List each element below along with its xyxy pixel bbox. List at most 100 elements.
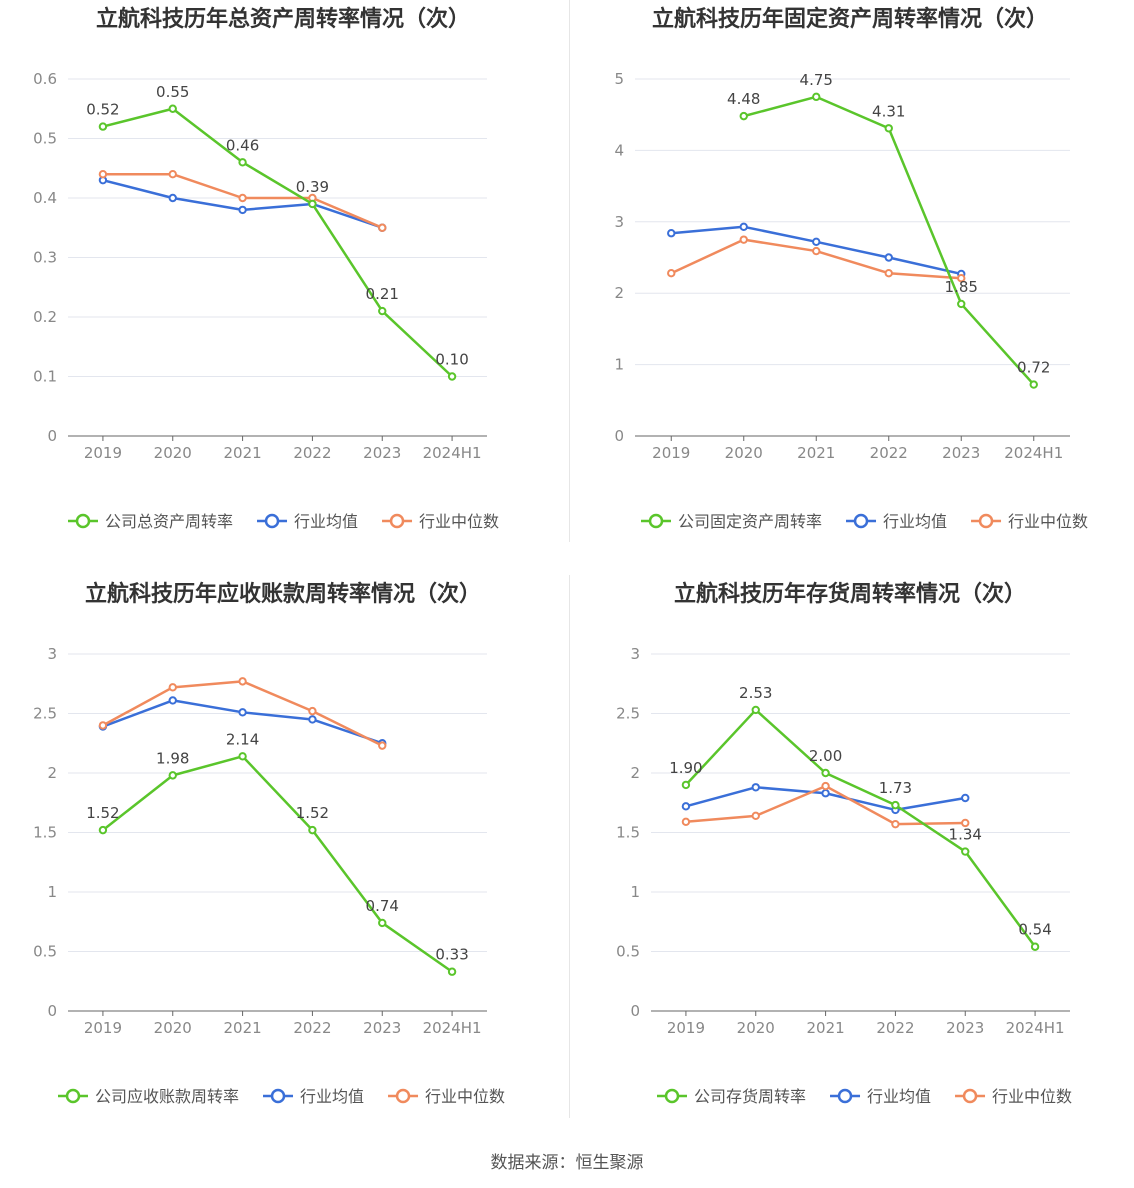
legend-marker bbox=[962, 1088, 978, 1104]
data-point-avg bbox=[168, 193, 177, 203]
legend-marker bbox=[65, 1088, 81, 1104]
data-point-avg bbox=[238, 205, 247, 215]
x-tick-label: 2019 bbox=[84, 1019, 122, 1037]
data-label: 1.98 bbox=[156, 749, 189, 767]
x-tick-label: 2023 bbox=[363, 1019, 401, 1037]
data-point-company bbox=[98, 122, 108, 131]
legend-label: 行业均值 bbox=[294, 512, 358, 531]
data-point-company bbox=[168, 104, 177, 113]
data-point-company bbox=[1029, 380, 1038, 389]
data-point-avg bbox=[667, 229, 676, 238]
chart-panel-inventory-turnover: 立航科技历年存货周转率情况（次） 0 0.5 1 1.5 2 2.5 3 2019 2020 202… bbox=[567, 575, 1134, 1150]
x-tick-label: 2024H1 bbox=[423, 1019, 482, 1037]
y-tick-label: 0 bbox=[47, 427, 57, 445]
chart-panel-receivables-turnover: 立航科技历年应收账款周转率情况（次） 0 0.5 1 1.5 2 2.5 3 2019 2020 2… bbox=[0, 575, 567, 1150]
data-source-note: 数据来源：恒生聚源 bbox=[490, 1153, 644, 1173]
x-tick-label: 2021 bbox=[223, 444, 261, 462]
legend-item-avg[interactable]: 行业均值 bbox=[830, 1087, 931, 1106]
series-line-company bbox=[685, 708, 1037, 948]
legend-item-median[interactable]: 行业中位数 bbox=[382, 512, 499, 531]
data-point-company bbox=[378, 306, 387, 316]
data-label: 0.54 bbox=[1018, 921, 1051, 939]
data-point-company bbox=[957, 299, 966, 309]
data-label: 0.39 bbox=[296, 178, 329, 196]
data-point-median bbox=[378, 741, 387, 750]
y-tick-label: 1 bbox=[47, 883, 57, 901]
data-point-company bbox=[378, 918, 387, 928]
legend-item-company[interactable]: 公司应收账款周转率 bbox=[58, 1087, 239, 1106]
legend-item-company[interactable]: 公司总资产周转率 bbox=[68, 512, 233, 531]
x-tick-label: 2022 bbox=[876, 1019, 914, 1037]
data-label: 1.73 bbox=[879, 779, 912, 797]
x-tick-label: 2019 bbox=[667, 1019, 705, 1037]
legend-label: 公司应收账款周转率 bbox=[95, 1087, 239, 1106]
y-tick-label: 0.6 bbox=[33, 70, 57, 88]
legend-item-median[interactable]: 行业中位数 bbox=[955, 1087, 1072, 1106]
data-label: 0.55 bbox=[156, 83, 189, 101]
legend-item-company[interactable]: 公司存货周转率 bbox=[657, 1087, 806, 1106]
x-tick-label: 2022 bbox=[293, 444, 331, 462]
data-point-median bbox=[378, 223, 387, 232]
x-tick-label: 2023 bbox=[946, 1019, 984, 1037]
x-tick-label: 2019 bbox=[84, 444, 122, 462]
legend-label: 行业中位数 bbox=[425, 1087, 505, 1106]
x-tick-label: 2024H1 bbox=[423, 444, 482, 462]
legend-marker bbox=[270, 1088, 286, 1104]
data-label: 0.52 bbox=[86, 101, 119, 119]
data-label: 0.33 bbox=[435, 946, 468, 964]
data-point-company bbox=[812, 92, 821, 102]
data-point-company bbox=[168, 771, 177, 780]
y-tick-label: 3 bbox=[614, 213, 624, 231]
data-label: 1.52 bbox=[86, 804, 119, 822]
legend-item-avg[interactable]: 行业均值 bbox=[257, 512, 358, 531]
chart-title: 立航科技历年存货周转率情况（次） bbox=[674, 581, 1026, 607]
data-point-company bbox=[308, 199, 317, 209]
legend-label: 公司固定资产周转率 bbox=[678, 512, 822, 531]
y-tick-label: 0.4 bbox=[33, 189, 57, 207]
data-point-company bbox=[238, 752, 247, 761]
legend-label: 行业中位数 bbox=[1008, 512, 1088, 531]
data-point-median bbox=[667, 269, 676, 278]
legend-item-median[interactable]: 行业中位数 bbox=[971, 512, 1088, 531]
y-tick-label: 2.5 bbox=[33, 705, 57, 723]
data-point-median bbox=[751, 811, 760, 821]
series-line-avg bbox=[102, 178, 383, 229]
legend-item-company[interactable]: 公司固定资产周转率 bbox=[641, 512, 822, 531]
data-label: 0.46 bbox=[226, 136, 259, 154]
data-point-median bbox=[884, 269, 893, 278]
y-tick-label: 1 bbox=[614, 356, 624, 374]
y-tick-label: 2 bbox=[47, 764, 57, 782]
y-tick-label: 1.5 bbox=[616, 824, 640, 842]
x-tick-label: 2019 bbox=[652, 444, 690, 462]
data-point-median bbox=[168, 170, 177, 179]
data-point-company bbox=[98, 825, 108, 835]
y-tick-label: 2 bbox=[630, 764, 640, 782]
y-tick-label: 2 bbox=[614, 284, 624, 302]
y-tick-label: 5 bbox=[614, 70, 624, 88]
data-point-avg bbox=[961, 793, 970, 803]
x-tick-label: 2020 bbox=[725, 444, 763, 462]
data-point-avg bbox=[821, 789, 830, 798]
x-tick-label: 2024H1 bbox=[1006, 1019, 1065, 1037]
legend-item-median[interactable]: 行业中位数 bbox=[388, 1087, 505, 1106]
data-point-company bbox=[447, 372, 457, 381]
data-point-avg bbox=[884, 253, 893, 262]
legend-item-avg[interactable]: 行业均值 bbox=[846, 512, 947, 531]
chart-total-asset-turnover: 立航科技历年总资产周转率情况（次） 0 0.1 0.2 0.3 0.4 0.5 0.6 2019… bbox=[33, 6, 499, 531]
y-tick-label: 0 bbox=[47, 1002, 57, 1020]
data-label: 1.52 bbox=[296, 804, 329, 822]
data-point-avg bbox=[751, 783, 760, 792]
data-label: 0.10 bbox=[435, 351, 468, 369]
legend-item-avg[interactable]: 行业均值 bbox=[263, 1087, 364, 1106]
data-point-median bbox=[98, 721, 108, 730]
x-tick-label: 2022 bbox=[293, 1019, 331, 1037]
x-tick-label: 2021 bbox=[223, 1019, 261, 1037]
x-tick-label: 2020 bbox=[154, 444, 192, 462]
legend-label: 行业均值 bbox=[883, 512, 947, 531]
data-label: 1.85 bbox=[945, 278, 978, 296]
data-point-company bbox=[961, 847, 970, 856]
data-label: 4.31 bbox=[872, 102, 905, 120]
data-point-median bbox=[238, 677, 247, 686]
data-point-median bbox=[98, 170, 108, 179]
data-point-company bbox=[751, 705, 760, 715]
